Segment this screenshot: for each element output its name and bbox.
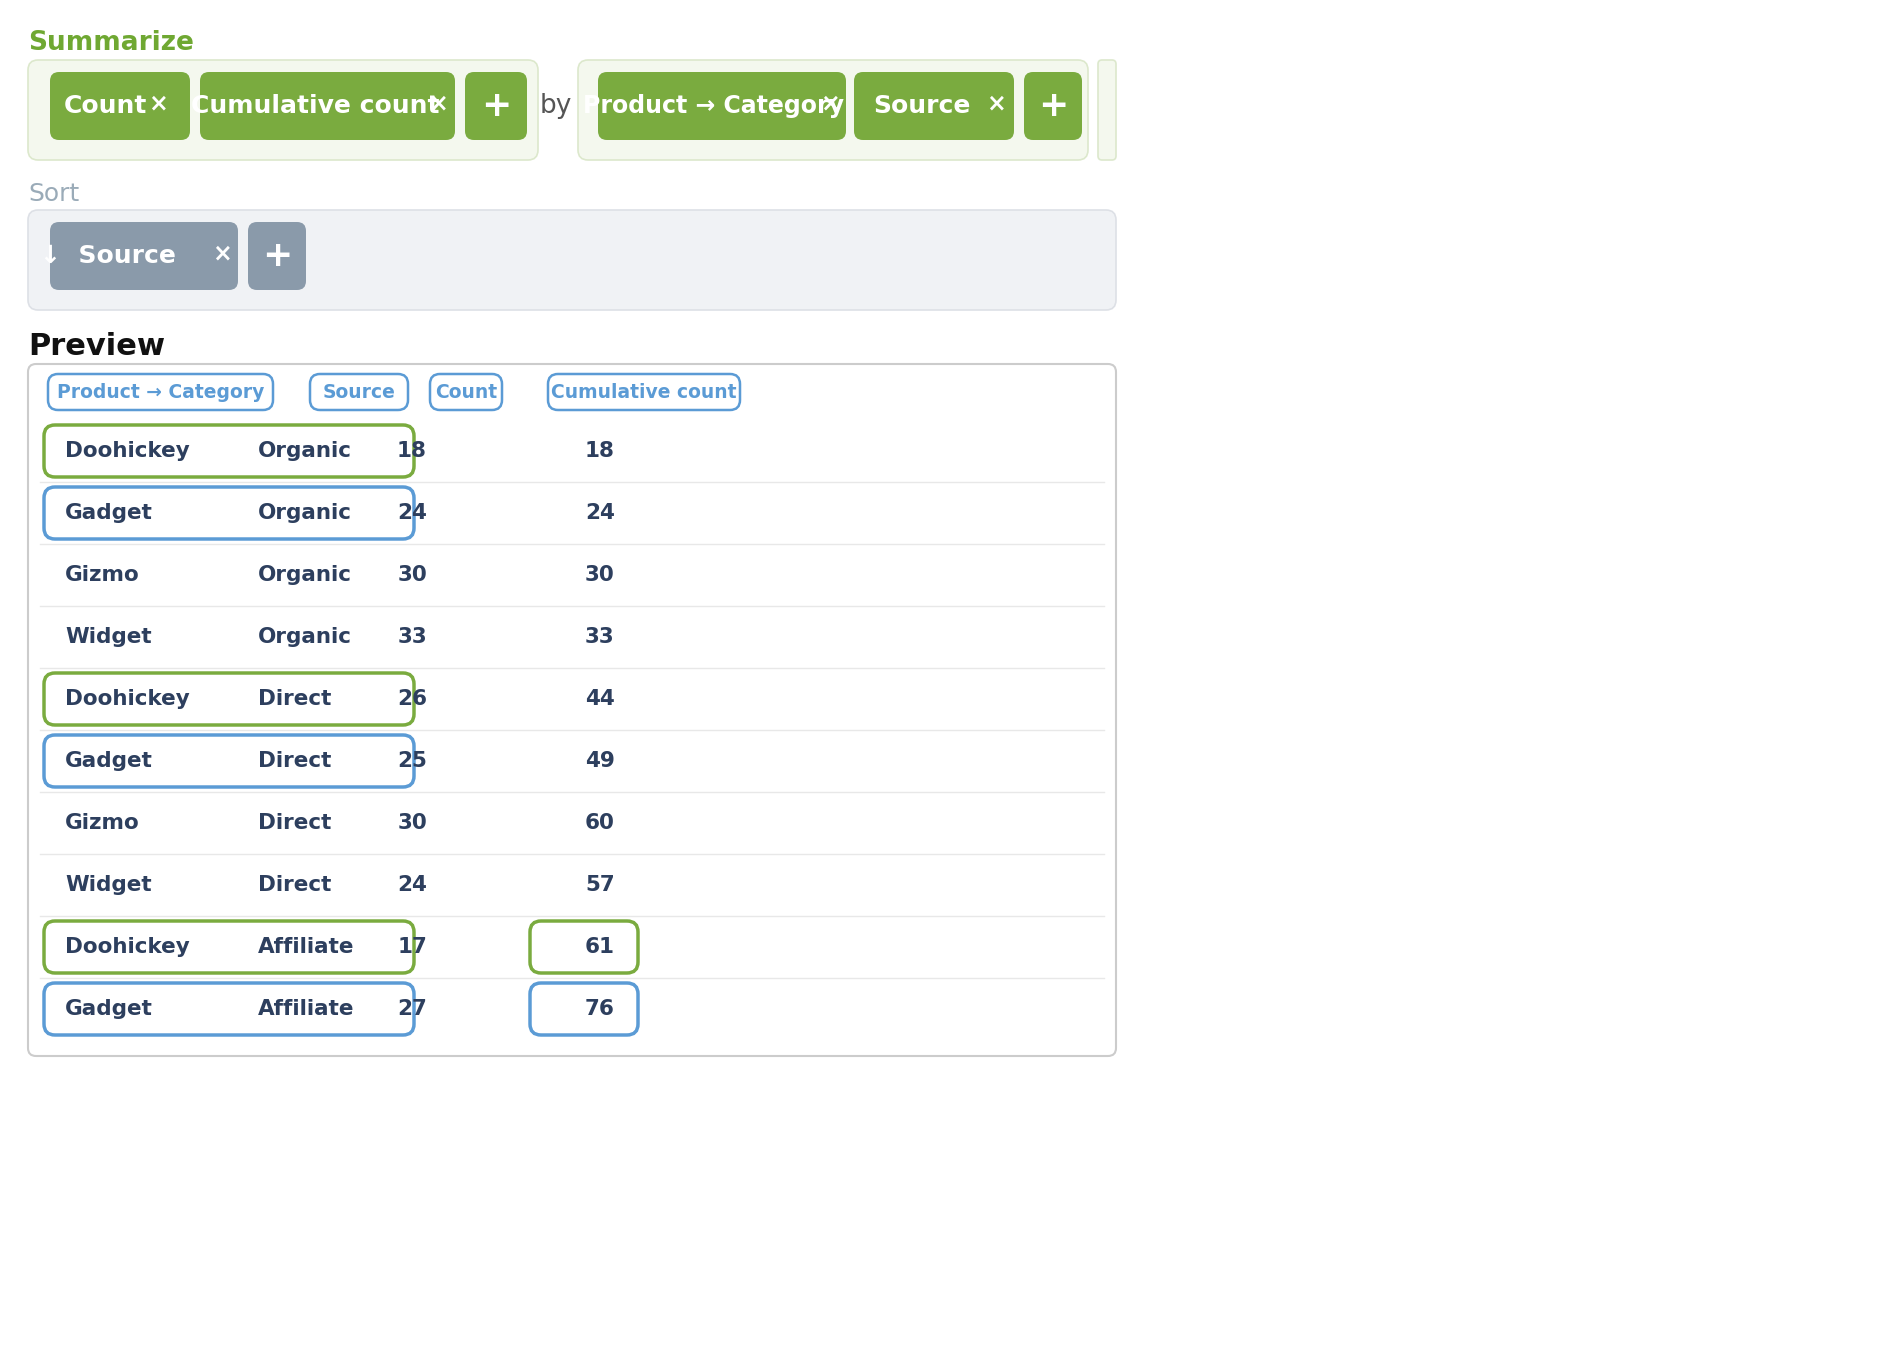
FancyBboxPatch shape <box>1024 73 1082 140</box>
FancyBboxPatch shape <box>531 984 638 1036</box>
Text: +: + <box>480 89 512 123</box>
Text: Count: Count <box>64 94 147 118</box>
Text: Gizmo: Gizmo <box>66 813 139 833</box>
FancyBboxPatch shape <box>51 222 237 290</box>
Text: 44: 44 <box>585 689 615 709</box>
FancyBboxPatch shape <box>43 984 414 1036</box>
Text: Organic: Organic <box>258 440 352 461</box>
FancyBboxPatch shape <box>43 921 414 973</box>
Text: Count: Count <box>435 383 497 401</box>
Text: Widget: Widget <box>66 876 152 895</box>
FancyBboxPatch shape <box>1097 60 1116 160</box>
FancyBboxPatch shape <box>43 673 414 725</box>
Text: 30: 30 <box>397 565 427 586</box>
Text: 27: 27 <box>397 999 427 1019</box>
FancyBboxPatch shape <box>199 73 455 140</box>
Text: ×: × <box>149 92 167 116</box>
FancyBboxPatch shape <box>43 487 414 539</box>
Text: 30: 30 <box>397 813 427 833</box>
Text: Gadget: Gadget <box>66 999 152 1019</box>
Text: Gizmo: Gizmo <box>66 565 139 586</box>
Text: 25: 25 <box>397 751 427 772</box>
Text: 18: 18 <box>585 440 615 461</box>
Text: 60: 60 <box>585 813 615 833</box>
Text: by: by <box>540 93 572 119</box>
Text: +: + <box>262 239 292 274</box>
FancyBboxPatch shape <box>43 735 414 787</box>
Text: Direct: Direct <box>258 876 331 895</box>
FancyBboxPatch shape <box>598 73 847 140</box>
Text: Preview: Preview <box>28 332 166 361</box>
FancyBboxPatch shape <box>548 373 740 410</box>
Text: 18: 18 <box>397 440 427 461</box>
Text: Organic: Organic <box>258 565 352 586</box>
Text: Doohickey: Doohickey <box>66 937 190 958</box>
FancyBboxPatch shape <box>28 60 538 160</box>
Text: +: + <box>1037 89 1069 123</box>
FancyBboxPatch shape <box>28 211 1116 311</box>
Text: Widget: Widget <box>66 627 152 647</box>
Text: Source: Source <box>873 94 971 118</box>
Text: 61: 61 <box>585 937 615 958</box>
Text: 17: 17 <box>397 937 427 958</box>
Text: Sort: Sort <box>28 182 79 207</box>
FancyBboxPatch shape <box>43 425 414 477</box>
Text: Affiliate: Affiliate <box>258 937 354 958</box>
FancyBboxPatch shape <box>531 921 638 973</box>
Text: Doohickey: Doohickey <box>66 689 190 709</box>
FancyBboxPatch shape <box>578 60 1088 160</box>
FancyBboxPatch shape <box>28 364 1116 1056</box>
Text: ↓  Source: ↓ Source <box>40 244 175 268</box>
Text: 24: 24 <box>397 503 427 523</box>
Text: Gadget: Gadget <box>66 751 152 772</box>
FancyBboxPatch shape <box>465 73 527 140</box>
Text: 33: 33 <box>397 627 427 647</box>
Text: 26: 26 <box>397 689 427 709</box>
Text: ×: × <box>821 92 839 116</box>
Text: 57: 57 <box>585 876 615 895</box>
FancyBboxPatch shape <box>311 373 408 410</box>
Text: Organic: Organic <box>258 503 352 523</box>
Text: Organic: Organic <box>258 627 352 647</box>
Text: 30: 30 <box>585 565 615 586</box>
FancyBboxPatch shape <box>51 73 190 140</box>
Text: Product → Category: Product → Category <box>583 94 845 118</box>
Text: 76: 76 <box>585 999 615 1019</box>
FancyBboxPatch shape <box>429 373 502 410</box>
Text: Cumulative count: Cumulative count <box>551 383 736 401</box>
Text: Direct: Direct <box>258 689 331 709</box>
Text: Gadget: Gadget <box>66 503 152 523</box>
Text: Direct: Direct <box>258 751 331 772</box>
Text: Product → Category: Product → Category <box>56 383 263 401</box>
FancyBboxPatch shape <box>49 373 273 410</box>
FancyBboxPatch shape <box>854 73 1014 140</box>
Text: 33: 33 <box>585 627 615 647</box>
Text: ×: × <box>986 92 1005 116</box>
Text: Affiliate: Affiliate <box>258 999 354 1019</box>
Text: Direct: Direct <box>258 813 331 833</box>
Text: ×: × <box>213 242 231 265</box>
FancyBboxPatch shape <box>248 222 307 290</box>
Text: Doohickey: Doohickey <box>66 440 190 461</box>
Text: 24: 24 <box>585 503 615 523</box>
Text: Source: Source <box>322 383 395 401</box>
Text: 24: 24 <box>397 876 427 895</box>
Text: Summarize: Summarize <box>28 30 194 56</box>
Text: 49: 49 <box>585 751 615 772</box>
Text: ×: × <box>427 92 448 116</box>
Text: Cumulative count: Cumulative count <box>190 94 439 118</box>
